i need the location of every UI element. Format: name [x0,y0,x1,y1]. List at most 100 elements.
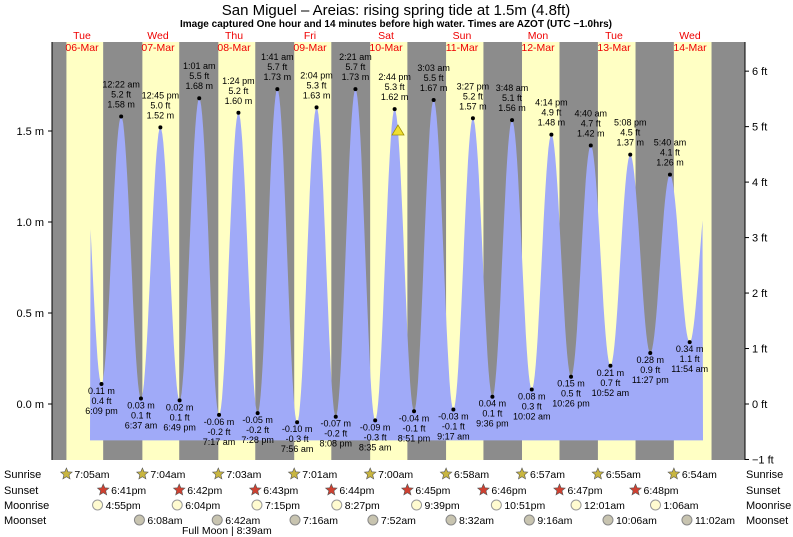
moonset-time: 11:02am [695,515,735,527]
row-label-right: Moonrise [746,500,791,512]
sunrise-time: 6:57am [530,469,565,481]
tide-time-label: 10:26 pm [552,399,590,409]
moonrise-icon [251,499,263,511]
day-name-label: Fri [304,30,316,42]
moonrise-icon [331,499,343,511]
tide-point [197,96,202,101]
tide-point [470,116,475,121]
tide-m-label: -0.03 m [438,411,469,421]
tide-m-label: 1.56 m [498,103,526,113]
tide-m-label: 1.48 m [538,118,566,128]
tide-point [588,143,593,148]
tide-ft-label: -0.1 ft [442,421,466,431]
moonset-icon [681,514,693,526]
tide-point [373,418,378,423]
row-label-right: Sunset [746,485,780,497]
tide-point [236,110,241,115]
tide-m-label: 1.67 m [420,83,448,93]
sunset-time: 6:42pm [187,485,222,497]
tide-point [275,87,280,92]
tide-ft-label: -0.1 ft [403,423,427,433]
left-tick-label: 0.0 m [16,399,44,411]
tide-ft-label: -0.3 ft [364,432,388,442]
tide-m-label: 1.73 m [264,72,292,82]
moonset-icon [523,514,535,526]
sunrise-time: 6:54am [682,469,717,481]
tide-time-label: 8:51 pm [398,433,431,443]
right-tick-label: 2 ft [752,288,767,300]
tide-ft-label: -0.2 ft [208,427,232,437]
tide-ft-label: 5.2 ft [111,89,132,99]
tide-m-label: 0.21 m [597,368,625,378]
day-name-label: Tue [605,30,623,42]
tide-ft-label: 5.1 ft [502,93,523,103]
tide-point [510,118,515,123]
tide-point [255,411,260,416]
tide-ft-label: 4.5 ft [620,128,641,138]
tide-m-label: 1.73 m [342,72,370,82]
moonset-icon [133,514,145,526]
tide-m-label: -0.05 m [242,415,273,425]
sunset-icon [248,483,262,496]
day-date-label: 10-Mar [369,42,403,54]
tide-m-label: 1.37 m [616,138,644,148]
tide-ft-label: 0.3 ft [522,401,543,411]
tide-ft-label: 5.3 ft [385,82,406,92]
day-date-label: 08-Mar [217,42,251,54]
moonset-time: 8:32am [459,515,494,527]
moonset-time: 7:16am [303,515,338,527]
row-label-right: Sunrise [746,469,783,481]
tide-m-label: 1.62 m [381,92,409,102]
tide-time-label: 8:35 am [359,442,392,452]
tide-m-label: 1.60 m [225,96,253,106]
tide-time-label: 7:28 pm [241,435,274,445]
moonset-icon [211,514,223,526]
moonset-time: 7:52am [381,515,416,527]
day-name-label: Wed [147,30,169,42]
tide-time-label: 7:56 am [281,444,314,454]
tide-m-label: 0.02 m [166,402,194,412]
tide-m-label: 1.58 m [107,99,135,109]
tide-time-label: 1:01 am [183,61,216,71]
tide-m-label: 0.08 m [518,391,546,401]
day-date-label: 14-Mar [673,42,707,54]
moonset-time: 6:42am [225,515,260,527]
astronomy-rows: Sunrise Sunrise Sunset Sunset Moonrise Moonri… [4,467,791,537]
tide-m-label: -0.06 m [204,417,235,427]
tide-time-label: 5:40 am [654,138,687,148]
moonrise-time: 10:51pm [504,500,545,512]
right-tick-label: 1 ft [752,344,767,356]
tide-ft-label: 1.1 ft [680,354,701,364]
sunset-icon [96,483,110,496]
sunrise-icon [515,467,529,480]
tide-time-label: 11:27 pm [632,375,669,385]
tide-point [412,409,417,414]
tide-point [628,152,633,157]
row-label-left: Moonrise [4,500,49,512]
sunset-icon [629,483,642,496]
tide-m-label: 0.11 m [88,386,115,396]
tide-ft-label: 0.4 ft [91,396,112,406]
chart-title: San Miguel – Areias: rising spring tide … [222,2,571,19]
tide-point [529,387,534,392]
right-tick-label: −1 ft [752,454,774,466]
tide-m-label: 0.15 m [557,379,585,389]
day-name-label: Tue [73,30,91,42]
tide-time-label: 3:03 am [417,63,450,73]
left-tick-label: 1.5 m [16,126,44,138]
moonrise-time: 8:27pm [345,500,380,512]
moonset-time: 6:08am [147,515,182,527]
day-date-label: 13-Mar [597,42,631,54]
tide-m-label: 1.26 m [656,158,684,168]
right-tick-label: 6 ft [752,66,767,78]
sunset-icon [476,483,490,496]
sunrise-icon [59,467,73,480]
moonrise-time: 9:39pm [425,500,460,512]
right-tick-label: 0 ft [752,399,767,411]
moon-phase-note: Full Moon | 8:39am [182,525,272,537]
tide-time-label: 2:21 am [339,52,372,62]
tide-time-label: 6:37 am [125,421,158,431]
tide-point [353,87,358,92]
tide-time-label: 9:36 pm [476,419,509,429]
